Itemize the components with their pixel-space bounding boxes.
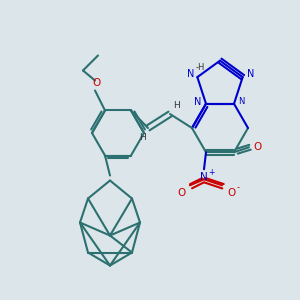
Text: +: + [208, 168, 214, 177]
Text: O: O [254, 142, 262, 152]
Text: O: O [177, 188, 185, 198]
Text: N: N [247, 69, 254, 79]
Text: H: H [172, 100, 179, 109]
Text: N: N [187, 69, 194, 79]
Text: N: N [238, 97, 244, 106]
Text: H: H [140, 134, 146, 142]
Text: N: N [200, 172, 208, 182]
Text: N: N [194, 97, 202, 107]
Text: -: - [236, 183, 239, 192]
Text: O: O [227, 188, 235, 198]
Text: -H: -H [196, 63, 205, 72]
Text: O: O [93, 79, 101, 88]
